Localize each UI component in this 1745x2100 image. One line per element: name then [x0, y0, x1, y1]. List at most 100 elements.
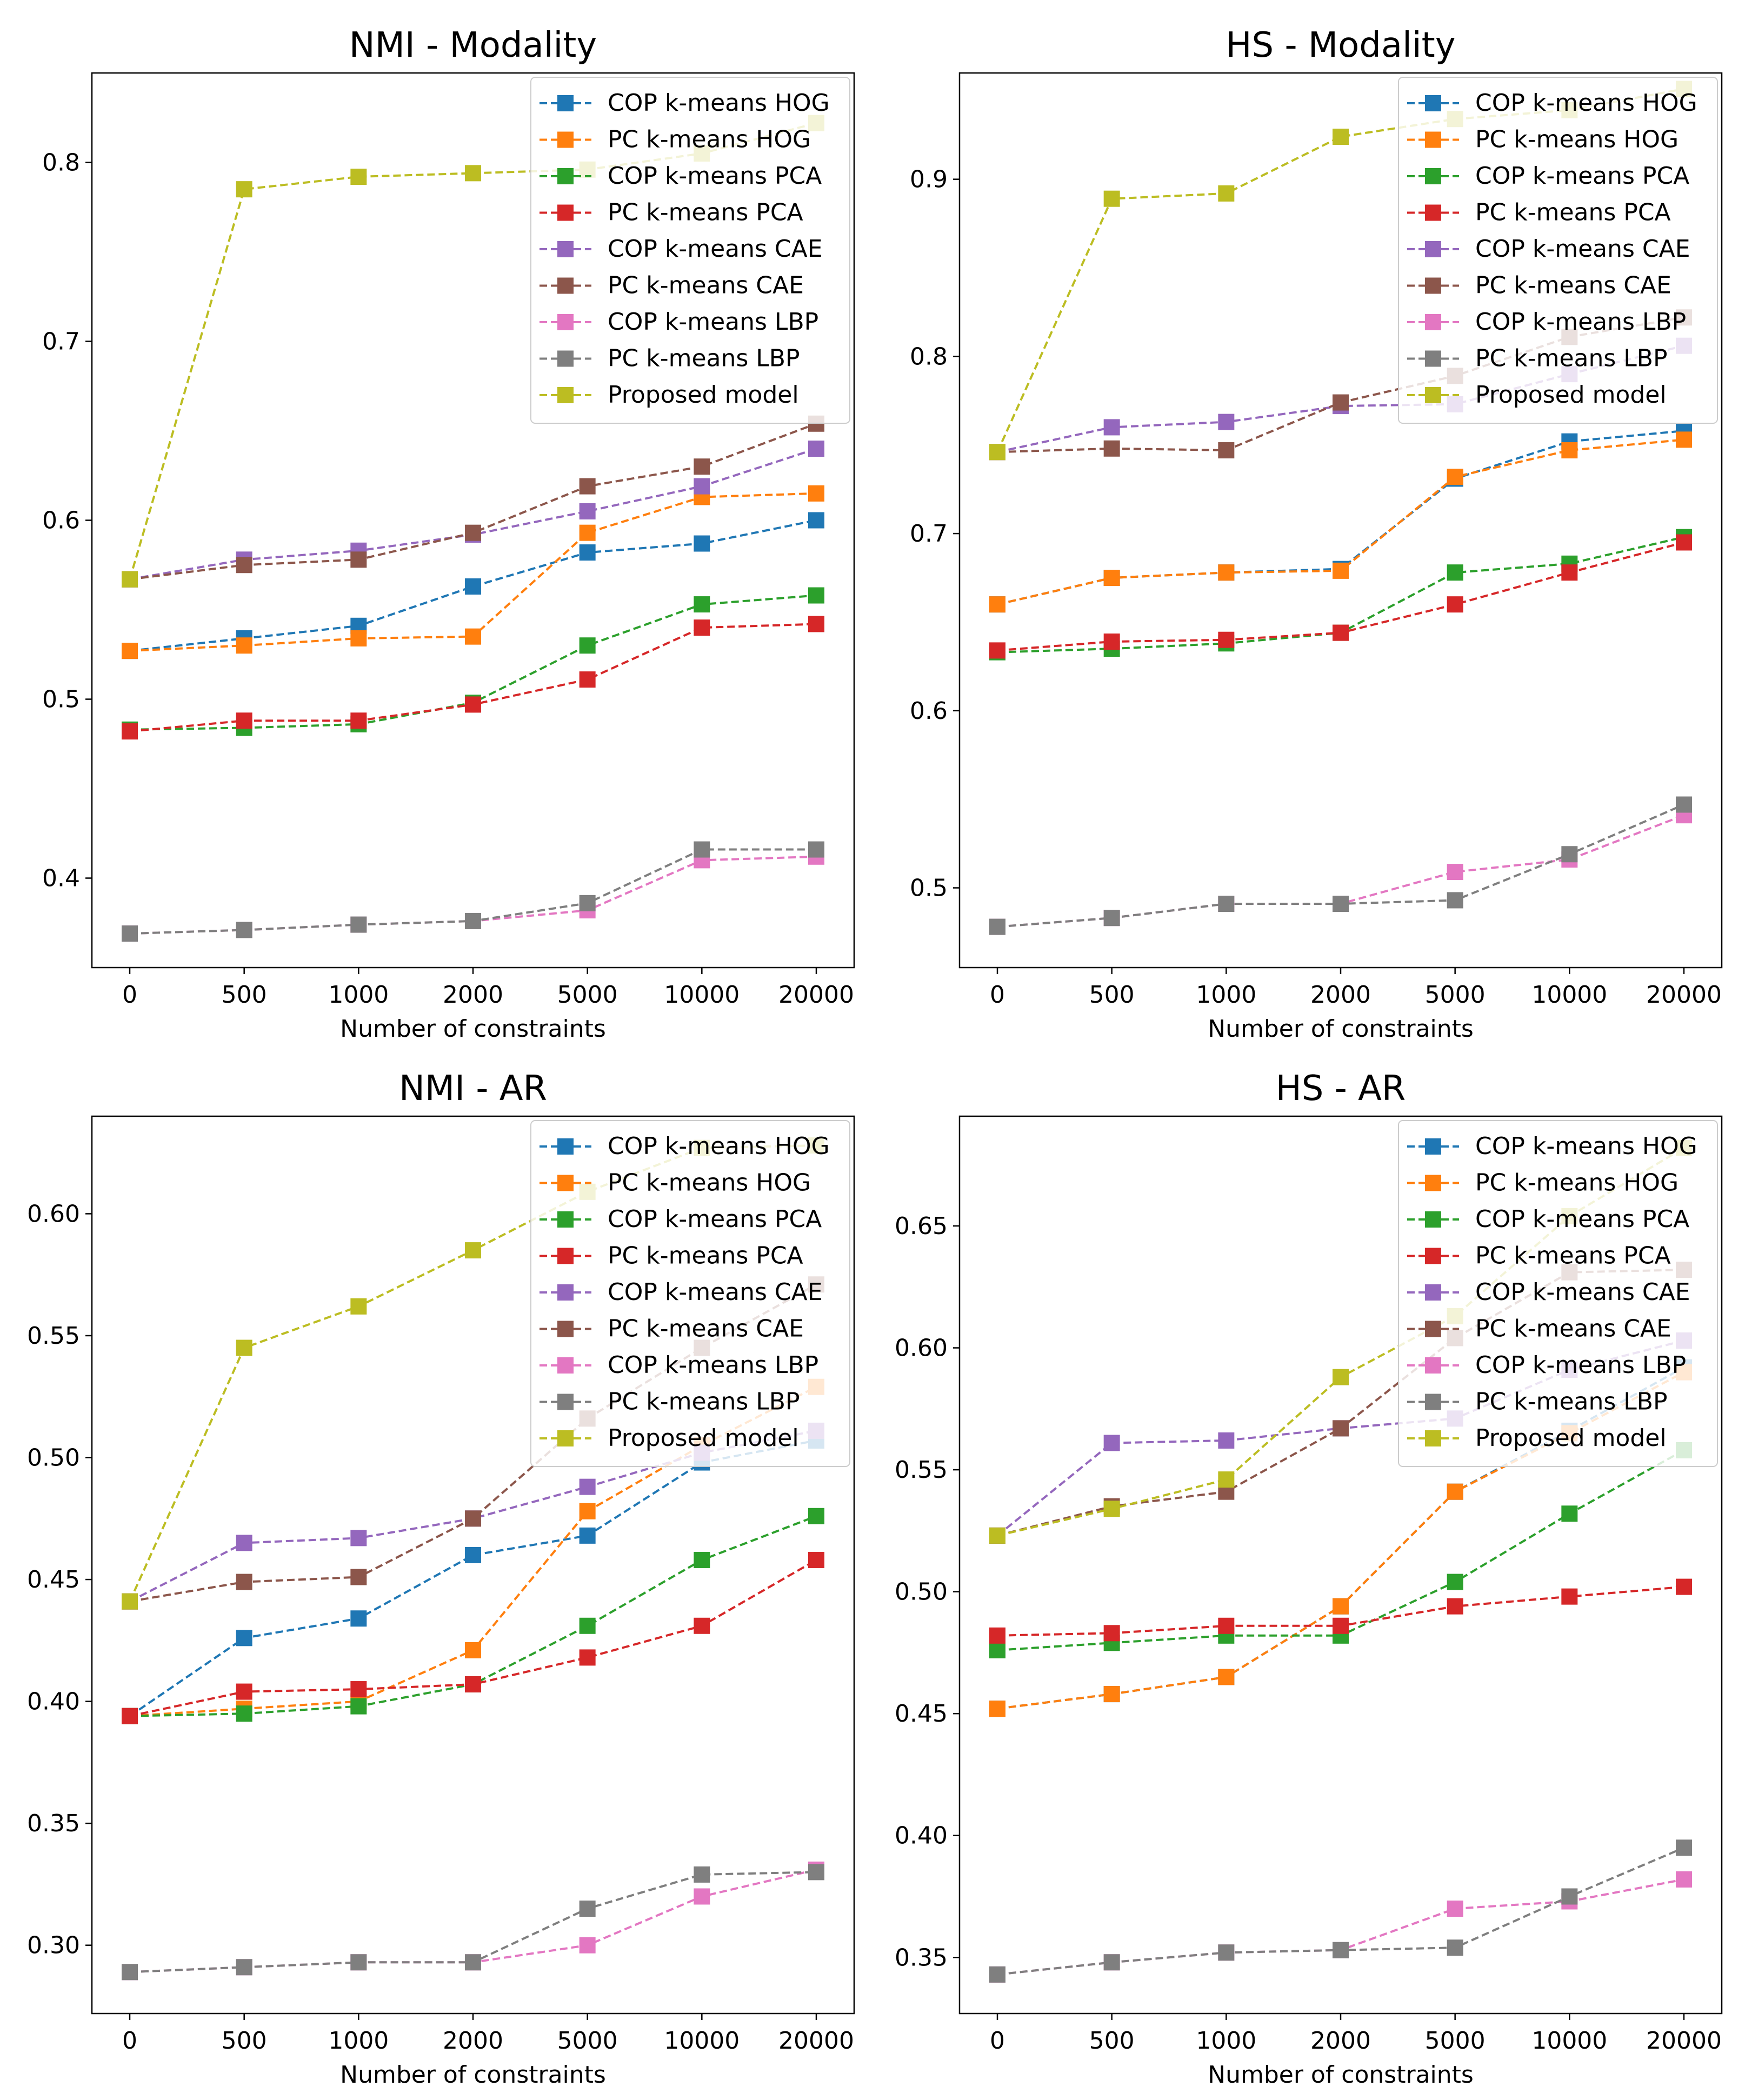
x-tick-label: 1000: [328, 981, 389, 1009]
legend-box: [1398, 1120, 1718, 1467]
legend-marker: [1425, 1248, 1441, 1264]
legend-label: PC k-means HOG: [608, 126, 811, 154]
y-tick-label: 0.7: [910, 520, 948, 548]
data-point: [350, 630, 367, 646]
data-point: [465, 524, 481, 541]
data-point: [350, 1698, 367, 1715]
series-line: [997, 1878, 1684, 1976]
legend-entry: COP k-means CAE: [1407, 235, 1690, 263]
data-point: [989, 596, 1005, 613]
chart-hs-ar: HS - AR 0.35 0.40 0.45 0.50 0.55 0.60 0.65 0 500 1…: [895, 1069, 1723, 2089]
data-point: [465, 578, 481, 595]
data-point: [1447, 1939, 1463, 1956]
legend-box: [530, 77, 850, 424]
legend-marker: [1425, 241, 1441, 257]
legend-entry: PC k-means CAE: [1407, 272, 1671, 299]
data-point: [1103, 910, 1120, 926]
series-pc-k-means-cae: [122, 415, 824, 588]
data-point: [579, 503, 596, 519]
data-point: [1218, 185, 1235, 202]
legend-entry: PC k-means PCA: [1407, 1242, 1671, 1270]
legend-label: PC k-means HOG: [1475, 126, 1679, 154]
data-point: [122, 1964, 138, 1981]
series-line: [129, 448, 817, 581]
data-point: [350, 712, 367, 729]
data-point: [465, 696, 481, 713]
legend-entry: COP k-means LBP: [540, 1351, 818, 1379]
legend-label: PC k-means PCA: [1475, 199, 1671, 226]
x-tick-label: 1000: [328, 2027, 389, 2055]
legend-marker: [557, 204, 574, 221]
legend-label: PC k-means PCA: [608, 1242, 803, 1270]
legend-marker: [1425, 1211, 1441, 1228]
legend-entry: PC k-means PCA: [540, 199, 803, 226]
data-point: [350, 1569, 367, 1585]
data-point: [1103, 440, 1120, 457]
legend-label: COP k-means HOG: [608, 1132, 830, 1160]
data-point: [350, 1530, 367, 1546]
data-point: [465, 1642, 481, 1658]
legend-marker: [1425, 350, 1441, 367]
legend-label: COP k-means LBP: [1475, 308, 1686, 336]
x-tick-label: 0: [990, 981, 1005, 1009]
series-cop-k-means-hog: [989, 423, 1692, 613]
legend: COP k-means HOG PC k-means HOG COP k-means…: [530, 77, 850, 424]
legend-marker: [1425, 95, 1441, 111]
data-point: [694, 1551, 710, 1568]
legend-label: PC k-means CAE: [1475, 272, 1671, 299]
legend-entry: COP k-means LBP: [1407, 308, 1686, 336]
data-point: [1447, 1901, 1463, 1917]
x-tick-label: 2000: [443, 981, 503, 1009]
data-point: [1103, 1686, 1120, 1703]
data-point: [1676, 796, 1692, 813]
x-tick-label: 0: [122, 2027, 137, 2055]
chart-hs-modality: HS - Modality 0.5 0.6 0.7 0.8 0.9 0 500 1000 2000…: [910, 25, 1723, 1043]
data-point: [1676, 1839, 1692, 1856]
chart-title: NMI - AR: [399, 1069, 547, 1109]
data-point: [465, 1242, 481, 1259]
data-point: [579, 524, 596, 541]
data-point: [989, 918, 1005, 935]
data-point: [1333, 394, 1349, 411]
legend-label: COP k-means LBP: [608, 308, 818, 336]
data-point: [1676, 534, 1692, 551]
data-point: [694, 596, 710, 613]
y-tick-label: 0.30: [27, 1932, 80, 1959]
data-point: [1447, 1574, 1463, 1590]
data-point: [465, 1546, 481, 1563]
legend-label: Proposed model: [608, 1424, 799, 1452]
data-point: [122, 925, 138, 942]
legend-label: PC k-means HOG: [608, 1169, 811, 1197]
series-line: [129, 1439, 817, 1717]
data-point: [1218, 1471, 1235, 1488]
y-tick-label: 0.6: [910, 697, 948, 725]
data-point: [579, 1478, 596, 1495]
legend-label: COP k-means PCA: [608, 162, 822, 190]
data-point: [1447, 892, 1463, 909]
legend-marker: [1425, 387, 1441, 403]
x-tick-label: 5000: [1425, 2027, 1486, 2055]
data-point: [694, 619, 710, 636]
legend-entry: PC k-means LBP: [540, 1388, 800, 1416]
y-tick-label: 0.8: [910, 343, 948, 370]
x-tick-label: 2000: [443, 2027, 503, 2055]
legend-entry: COP k-means CAE: [540, 235, 823, 263]
legend-entry: COP k-means CAE: [540, 1278, 823, 1306]
series-line: [997, 438, 1684, 606]
plot-area: [122, 115, 824, 942]
series-pc-k-means-pca: [122, 616, 824, 740]
data-point: [1333, 1942, 1349, 1958]
series-cop-k-means-cae: [122, 441, 824, 588]
legend-marker: [557, 1430, 574, 1446]
data-point: [1561, 564, 1578, 581]
data-point: [694, 458, 710, 475]
legend-entry: COP k-means HOG: [1407, 89, 1697, 117]
data-point: [989, 1701, 1005, 1717]
x-tick-label: 1000: [1196, 2027, 1256, 2055]
legend-label: PC k-means HOG: [1475, 1169, 1679, 1197]
legend-label: PC k-means PCA: [608, 199, 803, 226]
y-tick-label: 0.7: [42, 328, 80, 356]
data-point: [122, 1593, 138, 1610]
y-tick-label: 0.60: [27, 1200, 80, 1228]
legend-label: Proposed model: [608, 381, 799, 409]
